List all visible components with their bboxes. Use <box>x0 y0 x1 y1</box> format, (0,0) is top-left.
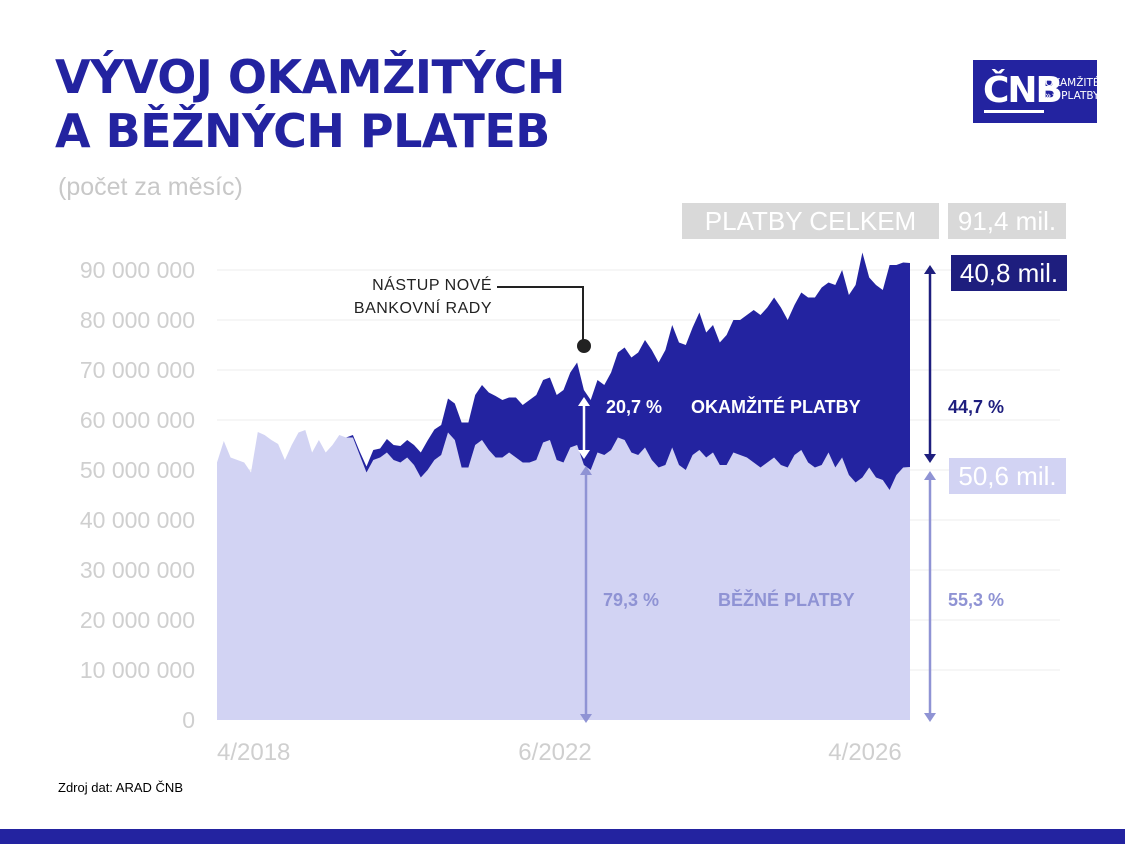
instant-share-latest: 44,7 % <box>948 397 1004 417</box>
subtitle: (počet za měsíc) <box>58 173 243 201</box>
y-axis-ticks: 0 10 000 000 20 000 000 30 000 000 40 000 00… <box>80 257 195 733</box>
regular-share-2022: 79,3 % <box>603 590 659 610</box>
logo-mark: ČNB <box>983 70 1063 111</box>
annotation-line-2: BANKOVNÍ RADY <box>354 298 492 317</box>
y-tick-label: 30 000 000 <box>80 557 195 583</box>
instant-share-arrow-2022 <box>578 397 590 459</box>
y-tick-label: 20 000 000 <box>80 607 195 633</box>
cnb-logo: ČNB OKAMŽITÉ »» PLATBY <box>973 60 1100 123</box>
regular-series-label: BĚŽNÉ PLATBY <box>718 589 855 610</box>
total-label-badge: PLATBY CELKEM <box>682 203 939 239</box>
regular-value-badge: 50,6 mil. <box>949 458 1066 494</box>
y-tick-label: 80 000 000 <box>80 307 195 333</box>
regular-payments-area <box>217 430 910 720</box>
instant-payments-area <box>217 252 910 490</box>
instant-share-2022: 20,7 % <box>606 397 662 417</box>
y-tick-label: 90 000 000 <box>80 257 195 283</box>
title-line-2: A BĚŽNÝCH PLATEB <box>55 104 550 158</box>
y-tick-label: 50 000 000 <box>80 457 195 483</box>
logo-subtitle: OKAMŽITÉ »» PLATBY <box>1045 77 1100 103</box>
y-tick-label: 40 000 000 <box>80 507 195 533</box>
instant-series-label: OKAMŽITÉ PLATBY <box>691 396 861 417</box>
y-tick-label: 60 000 000 <box>80 407 195 433</box>
title-line-1: VÝVOJ OKAMŽITÝCH <box>55 50 565 104</box>
total-value-badge: 91,4 mil. <box>948 203 1066 239</box>
instant-value-badge: 40,8 mil. <box>951 255 1067 291</box>
annotation-line-1: NÁSTUP NOVÉ <box>372 275 492 294</box>
logo-line-2: »» PLATBY <box>1045 90 1100 102</box>
annotation-dot <box>577 339 591 353</box>
logo-rule <box>984 110 1044 113</box>
regular-share-latest: 55,3 % <box>948 590 1004 610</box>
x-tick-label: 4/2026 <box>828 739 901 766</box>
x-tick-label: 6/2022 <box>518 739 591 766</box>
annotation-leader-line <box>497 286 584 345</box>
page-title: VÝVOJ OKAMŽITÝCH A BĚŽNÝCH PLATEB <box>55 50 565 158</box>
y-tick-label: 70 000 000 <box>80 357 195 383</box>
x-tick-label: 4/2018 <box>217 739 290 766</box>
footer-bar <box>0 829 1125 844</box>
y-tick-label: 0 <box>182 707 195 733</box>
instant-share-arrow-latest <box>924 265 936 463</box>
logo-line-1: OKAMŽITÉ <box>1045 77 1100 89</box>
regular-share-arrow-latest <box>924 471 936 722</box>
regular-share-arrow-2022 <box>580 466 592 723</box>
x-axis-ticks: 4/2018 6/2022 4/2026 <box>217 739 902 766</box>
y-tick-label: 10 000 000 <box>80 657 195 683</box>
data-source: Zdroj dat: ARAD ČNB <box>58 780 183 795</box>
